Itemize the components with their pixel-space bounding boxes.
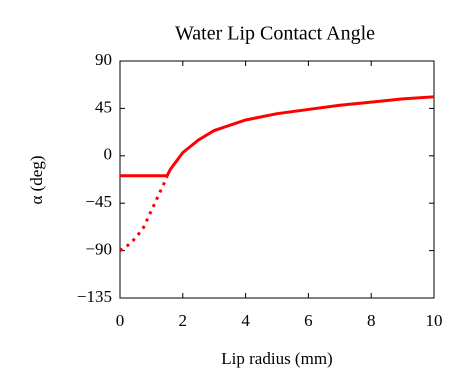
- y-tick-label: 45: [95, 97, 112, 116]
- x-axis-label: Lip radius (mm): [221, 349, 332, 368]
- x-tick-label: 4: [241, 311, 250, 330]
- y-tick-label: −45: [85, 192, 112, 211]
- y-tick-label: −135: [77, 287, 112, 306]
- x-tick-label: 0: [116, 311, 125, 330]
- plot-frame: [119, 60, 435, 299]
- chart-title: Water Lip Contact Angle: [175, 23, 375, 45]
- y-tick-label: −90: [85, 240, 112, 259]
- x-tick-label: 6: [304, 311, 313, 330]
- y-tick-label: 90: [95, 50, 112, 69]
- x-tick-label: 2: [179, 311, 188, 330]
- y-tick-label: 0: [104, 145, 113, 164]
- x-tick-label: 8: [367, 311, 376, 330]
- series-line: [120, 95, 435, 178]
- x-tick-label: 10: [426, 311, 443, 330]
- y-axis-label: α (deg): [27, 155, 46, 204]
- series-line: [119, 176, 169, 252]
